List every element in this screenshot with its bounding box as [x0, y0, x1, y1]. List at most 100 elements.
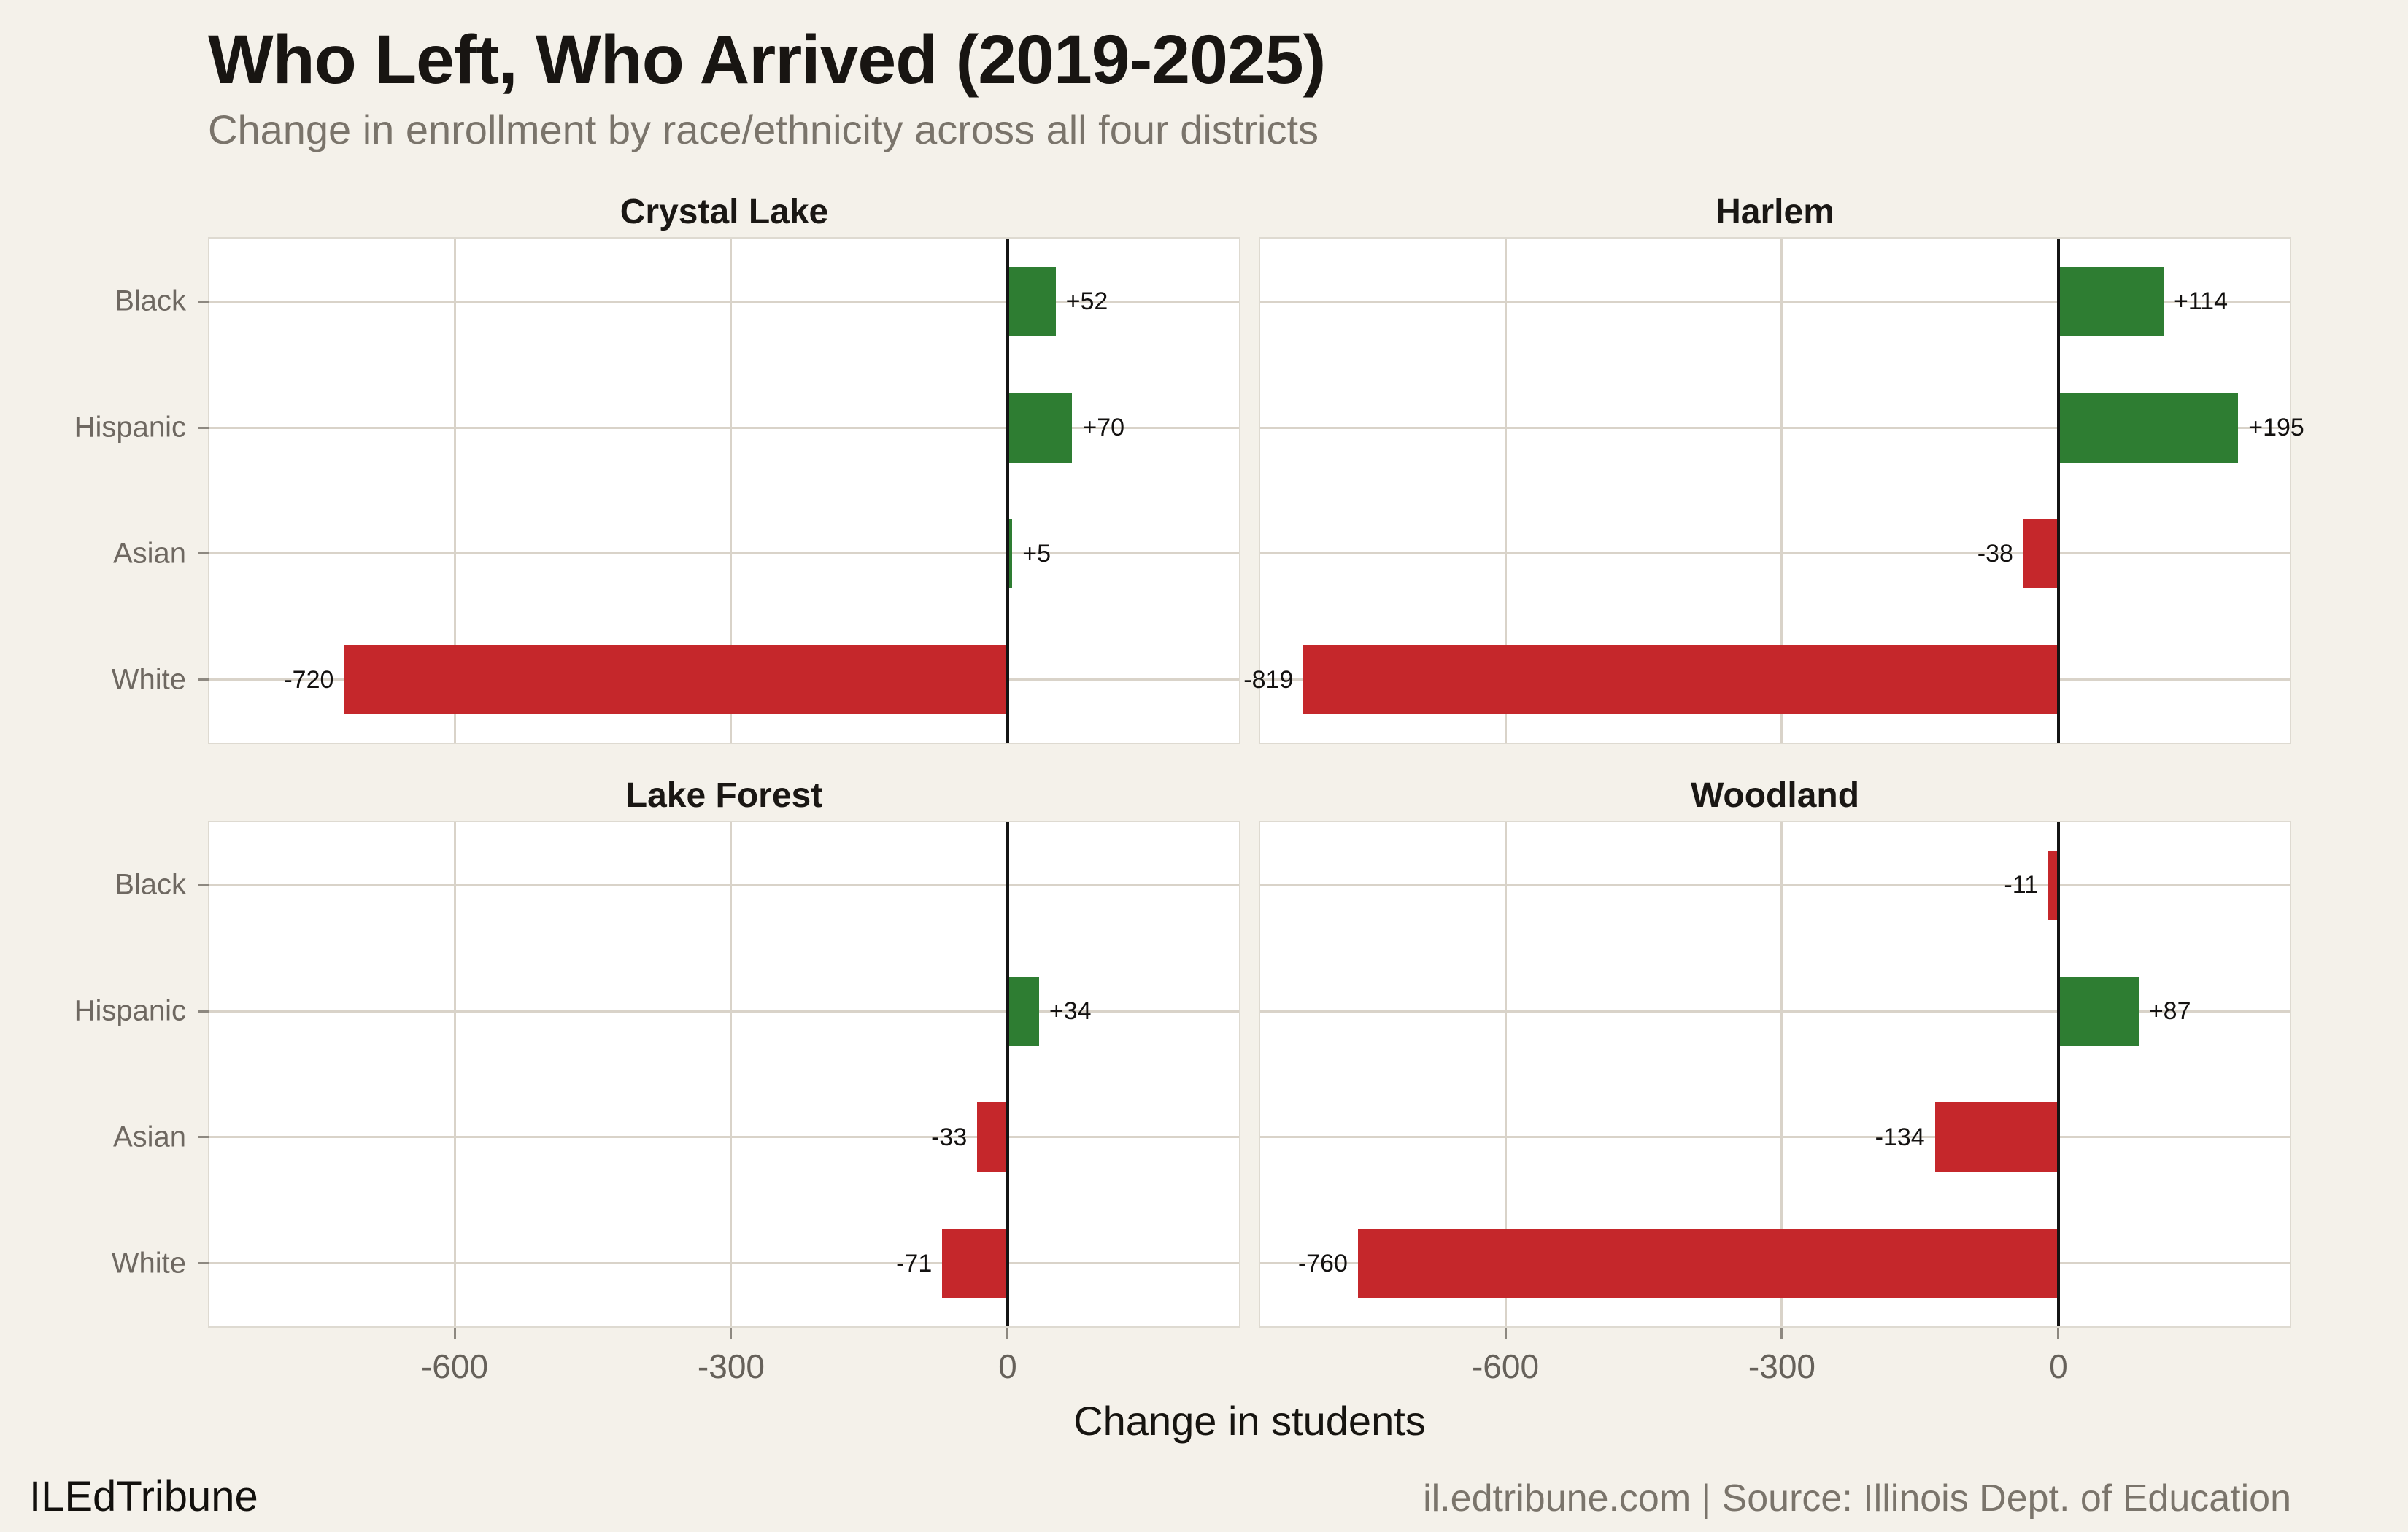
h-gridline — [209, 1136, 1239, 1139]
h-gridline — [1260, 883, 2290, 886]
facet-harlem: Harlem +114 +195 -38 -819 — [1243, 186, 2304, 744]
y-tick-mark — [198, 883, 209, 886]
bar-asian — [1007, 519, 1013, 589]
facet-title-lake-forest: Lake Forest — [625, 775, 823, 815]
bar-black — [2048, 850, 2058, 920]
x-axis-title: Change in students — [1073, 1398, 1426, 1444]
value-label-white: -71 — [896, 1249, 933, 1277]
v-gridline — [453, 822, 456, 1326]
facet-title-crystal-lake: Crystal Lake — [620, 192, 829, 231]
value-label-asian: -38 — [1977, 539, 2013, 568]
x-tick-label: -600 — [420, 1347, 489, 1385]
bar-white — [1303, 645, 2058, 715]
chart-subtitle: Change in enrollment by race/ethnicity a… — [208, 107, 1319, 152]
y-axis-label-white: White — [111, 663, 186, 696]
y-axis-label-white: White — [111, 1247, 186, 1280]
x-tick-label: -600 — [1471, 1347, 1540, 1385]
facet-title-harlem: Harlem — [1716, 192, 1834, 231]
v-gridline — [1780, 822, 1783, 1326]
value-label-white: -819 — [1243, 665, 1294, 694]
bar-hispanic — [2058, 392, 2239, 463]
v-gridline — [1780, 239, 1783, 743]
bar-black — [1007, 266, 1056, 336]
value-label-asian: -134 — [1875, 1123, 1925, 1151]
panel-harlem: +114 +195 -38 -819 — [1243, 237, 2304, 744]
v-gridline — [730, 822, 733, 1326]
v-gridline — [453, 239, 456, 743]
bar-asian — [2023, 519, 2058, 589]
y-tick-mark — [198, 426, 209, 429]
y-tick-mark — [198, 1010, 209, 1013]
footer: ILEdTribune il.edtribune.com | Source: I… — [29, 1472, 2291, 1521]
zero-axis-line — [1006, 822, 1009, 1326]
x-tick-label: 0 — [2049, 1347, 2068, 1385]
x-tick-label: -300 — [1748, 1347, 1816, 1385]
h-gridline — [1260, 300, 2290, 303]
panel-woodland: -11 +87 -134 -760 -600 -300 0 — [1259, 821, 2291, 1385]
h-gridline — [209, 300, 1239, 303]
bar-white — [344, 645, 1008, 715]
bar-white — [942, 1229, 1008, 1299]
value-label-hispanic: +195 — [2248, 414, 2304, 442]
value-label-white: -720 — [284, 665, 334, 694]
x-tick-mark — [453, 1328, 456, 1339]
value-label-hispanic: +34 — [1049, 997, 1092, 1026]
y-axis-label-hispanic: Hispanic — [74, 994, 186, 1027]
value-label-hispanic: +87 — [2148, 997, 2191, 1026]
footer-source: il.edtribune.com | Source: Illinois Dept… — [1423, 1477, 2291, 1520]
y-axis-label-hispanic: Hispanic — [74, 411, 186, 444]
h-gridline — [1260, 426, 2290, 429]
h-gridline — [1260, 1136, 2290, 1139]
panel-crystal-lake: +52 +70 +5 -720 Black Hispanic Asian White — [74, 237, 1240, 744]
x-tick-mark — [1504, 1328, 1507, 1339]
y-tick-mark — [198, 1262, 209, 1265]
value-label-asian: -33 — [931, 1123, 968, 1151]
h-gridline — [1260, 1010, 2290, 1013]
y-axis-label-asian: Asian — [112, 1121, 186, 1153]
x-tick-label: -300 — [697, 1347, 765, 1385]
bar-white — [1357, 1229, 2058, 1299]
value-label-white: -760 — [1297, 1249, 1348, 1277]
panel-lake-forest: +34 -33 -71 Black Hispanic Asian White -600 -300… — [74, 821, 1240, 1385]
zero-axis-line — [1006, 239, 1009, 743]
x-tick-mark — [730, 1328, 733, 1339]
value-label-asian: +5 — [1022, 539, 1051, 568]
y-axis-label-black: Black — [115, 868, 186, 901]
bar-hispanic — [1007, 392, 1073, 463]
y-tick-mark — [198, 1136, 209, 1139]
bar-asian — [1934, 1102, 2058, 1172]
y-tick-mark — [198, 300, 209, 303]
y-axis-label-black: Black — [115, 285, 186, 317]
y-axis-label-asian: Asian — [112, 537, 186, 570]
facet-lake-forest: Lake Forest +34 -33 -71 Black Hispanic Asian Wh… — [74, 770, 1240, 1385]
bar-hispanic — [2058, 976, 2139, 1046]
h-gridline — [209, 1010, 1239, 1013]
x-tick-mark — [1780, 1328, 1783, 1339]
h-gridline — [1260, 552, 2290, 555]
chart-title: Who Left, Who Arrived (2019-2025) — [208, 21, 1326, 98]
value-label-black: -11 — [2004, 871, 2039, 900]
bar-hispanic — [1007, 976, 1039, 1046]
facet-title-woodland: Woodland — [1690, 775, 1860, 815]
facet-grid: Crystal Lake +52 +70 +5 -720 Black Hispanic Asi… — [74, 186, 2304, 1386]
x-tick-label: 0 — [998, 1347, 1017, 1385]
footer-brand: ILEdTribune — [29, 1473, 258, 1520]
x-tick-mark — [1006, 1328, 1009, 1339]
zero-axis-line — [2056, 822, 2060, 1326]
h-gridline — [209, 552, 1239, 555]
h-gridline — [209, 883, 1239, 886]
v-gridline — [730, 239, 733, 743]
value-label-black: +114 — [2173, 287, 2228, 316]
bar-asian — [977, 1102, 1008, 1172]
v-gridline — [1504, 239, 1507, 743]
zero-axis-line — [2056, 239, 2060, 743]
facet-crystal-lake: Crystal Lake +52 +70 +5 -720 Black Hispanic Asi… — [74, 186, 1240, 744]
value-label-hispanic: +70 — [1082, 414, 1125, 442]
value-label-black: +52 — [1065, 287, 1108, 316]
facet-woodland: Woodland -11 +87 -134 -760 -600 -300 0 — [1259, 770, 2291, 1385]
h-gridline — [209, 1262, 1239, 1265]
bar-black — [2058, 266, 2164, 336]
y-tick-mark — [198, 552, 209, 555]
h-gridline — [209, 426, 1239, 429]
